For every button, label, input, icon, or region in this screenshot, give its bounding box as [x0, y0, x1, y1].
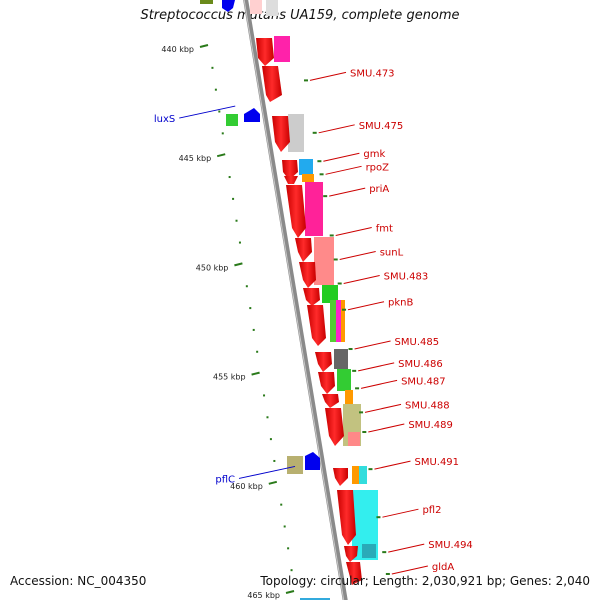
- kbp-tick-label: 465 kbp: [247, 591, 280, 600]
- gene-label-right: sunL: [333, 247, 404, 261]
- topology-stats-text: Topology: circular; Length: 2,030,921 bp…: [260, 574, 590, 588]
- kbp-tick: 450 kbp: [196, 262, 243, 272]
- gene-label-text: SMU.487: [401, 376, 446, 387]
- gene-label-text: rpoZ: [366, 162, 390, 173]
- gene-label-right: SMU.475: [312, 121, 404, 134]
- scale-dot: [232, 197, 235, 200]
- kbp-tick-label: 445 kbp: [179, 154, 212, 163]
- gene-label-text: SMU.489: [408, 420, 453, 431]
- scale-dot: [283, 525, 286, 528]
- scale-dot: [266, 416, 269, 419]
- gene-label-right: gldA: [385, 562, 454, 575]
- kbp-tick: 460 kbp: [230, 480, 278, 491]
- scale-dot: [235, 219, 238, 222]
- gene-label-left: pflC: [215, 465, 296, 485]
- kbp-tick: 455 kbp: [213, 371, 260, 382]
- gene-label-right: pfl2: [376, 505, 441, 519]
- gene-label-text: SMU.483: [384, 272, 429, 283]
- kbp-tick-label: 450 kbp: [196, 263, 229, 272]
- gene-label-text: SMU.488: [405, 400, 450, 411]
- scale-dot: [287, 547, 290, 550]
- gene-label-text: SMU.475: [359, 121, 404, 132]
- scale-dot: [211, 66, 214, 69]
- scale-dot: [280, 503, 283, 506]
- scale-dot: [269, 438, 272, 441]
- gene-label-right: SMU.473: [303, 68, 395, 82]
- gene-label-right: pknB: [342, 298, 414, 311]
- scale-dot: [214, 88, 217, 91]
- kbp-tick-label: 440 kbp: [161, 45, 194, 54]
- scale-dot: [252, 328, 255, 331]
- map-title: Streptococcus mutans UA159, complete gen…: [140, 8, 460, 23]
- scale-dots: [211, 66, 293, 572]
- gene-label-text: pknB: [388, 298, 413, 309]
- kbp-tick-label: 460 kbp: [230, 482, 263, 491]
- gene-label-text: SMU.486: [398, 359, 443, 370]
- gene-label-right: SMU.487: [355, 376, 446, 390]
- gene-label-right: priA: [323, 184, 389, 198]
- gene-label-text: pflC: [215, 474, 235, 485]
- gene-label-text: SMU.485: [395, 337, 440, 348]
- scale-dot: [249, 307, 252, 310]
- scale-dot: [228, 176, 231, 179]
- accession-text: Accession: NC_004350: [10, 574, 147, 588]
- scale-dot: [221, 132, 224, 135]
- gene-label-text: sunL: [380, 247, 404, 258]
- gene-label-text: SMU.494: [428, 540, 473, 551]
- gene-label-right: SMU.491: [368, 457, 459, 471]
- gene-label-text: SMU.491: [414, 457, 459, 468]
- gene-label-text: priA: [369, 184, 389, 195]
- gene-label-right: rpoZ: [319, 162, 390, 176]
- feature-track-reverse: [256, 38, 362, 585]
- scale-dot: [238, 241, 241, 244]
- scale-dot: [263, 394, 266, 397]
- genome-backbone: [243, 0, 348, 600]
- kbp-tick: 440 kbp: [161, 44, 209, 54]
- gene-label-right: SMU.486: [352, 359, 443, 372]
- gene-label-right: SMU.494: [382, 540, 473, 554]
- gene-label-text: gmk: [363, 149, 385, 160]
- kbp-ticks: 440 kbp 445 kbp 450 kbp 455 kbp 460 kbp 465 k…: [161, 44, 295, 600]
- gene-label-right: fmt: [329, 223, 393, 237]
- scale-dot: [273, 459, 276, 462]
- gene-label-text: fmt: [376, 223, 393, 234]
- scale-dot: [290, 569, 293, 572]
- gene-label-right: gmk: [317, 149, 385, 163]
- gene-label-left: luxS: [154, 105, 236, 125]
- kbp-tick-label: 455 kbp: [213, 373, 246, 382]
- gene-labels-left: luxS pflC: [154, 105, 296, 485]
- gene-label-text: SMU.473: [350, 68, 395, 79]
- gene-label-right: SMU.485: [348, 337, 440, 351]
- kbp-tick: 465 kbp: [247, 590, 295, 600]
- feature-track-left: [226, 108, 330, 600]
- feature-track-forward: [274, 36, 378, 560]
- gene-label-right: SMU.489: [362, 420, 453, 434]
- gene-label-right: SMU.488: [359, 400, 450, 414]
- kbp-tick: 445 kbp: [179, 153, 226, 163]
- gene-label-text: pfl2: [422, 505, 441, 516]
- top-partial-features: [200, 0, 278, 16]
- scale-dot: [218, 110, 221, 113]
- gene-label-text: luxS: [154, 114, 175, 125]
- scale-dot: [256, 350, 259, 353]
- gene-label-right: SMU.483: [337, 272, 429, 285]
- scale-dot: [245, 285, 248, 288]
- gene-labels-right: SMU.473 SMU.475 gmk rpoZ priA fmt sunL SMU.483 p…: [303, 68, 473, 575]
- gene-label-text: gldA: [432, 562, 454, 573]
